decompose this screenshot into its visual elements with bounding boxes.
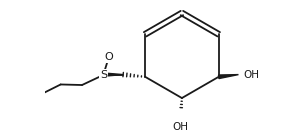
Polygon shape bbox=[218, 75, 238, 79]
Text: OH: OH bbox=[243, 70, 259, 80]
Polygon shape bbox=[103, 73, 123, 76]
Text: O: O bbox=[104, 52, 113, 62]
Text: OH: OH bbox=[173, 122, 189, 132]
Text: S: S bbox=[100, 70, 107, 80]
